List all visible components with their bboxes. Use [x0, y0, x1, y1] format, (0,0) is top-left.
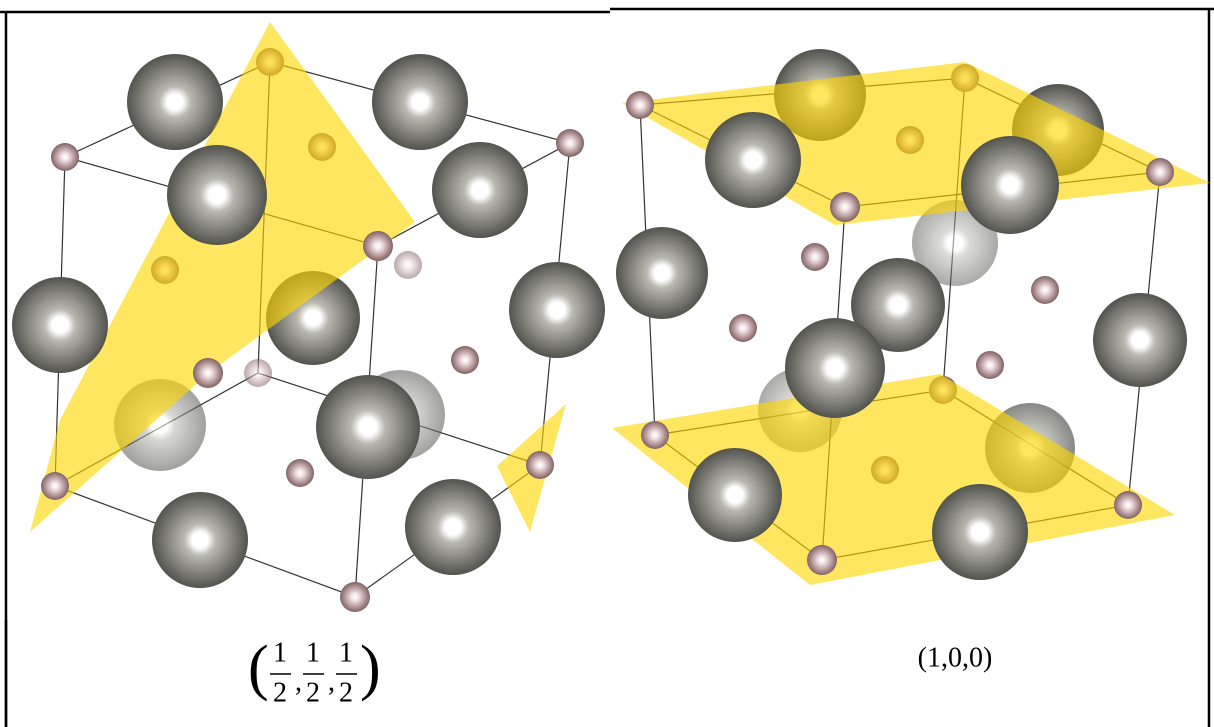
- right-structure: [612, 49, 1210, 585]
- open-paren: (: [248, 634, 269, 702]
- separator: ,: [295, 666, 302, 697]
- denominator: 2: [273, 677, 287, 708]
- denominator: 2: [306, 677, 320, 708]
- close-paren: ): [360, 634, 381, 702]
- separator: ,: [328, 666, 335, 697]
- numerator: 1: [306, 637, 320, 668]
- left-label: ( 1 2 , 1 2 , 1 2 ): [248, 634, 381, 708]
- figure: ( 1 2 , 1 2 , 1 2 ) (1,0,0): [0, 0, 1214, 727]
- left-structure: [12, 22, 605, 612]
- numerator: 1: [273, 637, 287, 668]
- denominator: 2: [339, 677, 353, 708]
- right-label: (1,0,0): [918, 642, 993, 673]
- numerator: 1: [339, 637, 353, 668]
